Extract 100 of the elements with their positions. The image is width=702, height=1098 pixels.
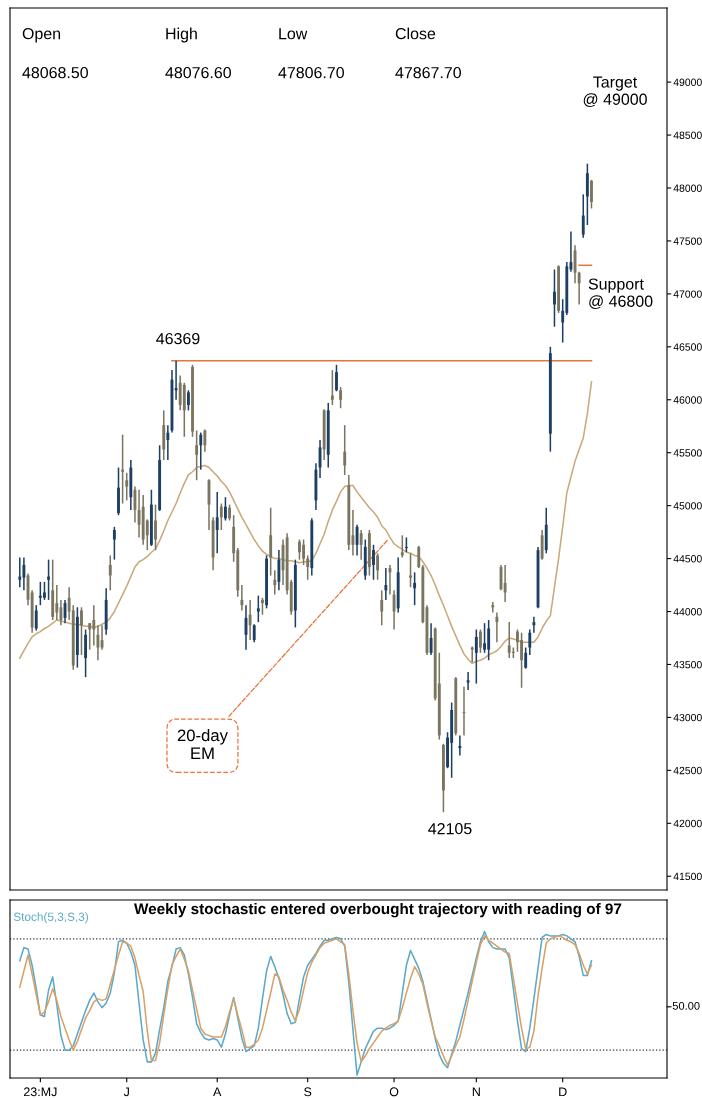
candlestick — [186, 389, 190, 412]
candlestick — [540, 529, 544, 561]
y-tick-label: 46000 — [673, 396, 702, 404]
y-tick-label: 42500 — [673, 766, 702, 775]
candlestick — [55, 584, 59, 621]
candlestick — [47, 558, 51, 601]
y-tick-label: 45000 — [673, 502, 702, 510]
candlestick — [306, 554, 310, 581]
candlestick — [359, 529, 363, 561]
candlestick — [273, 569, 277, 596]
candlestick — [585, 162, 589, 226]
y-tick-label: 48000 — [673, 184, 702, 192]
candlestick — [154, 503, 157, 551]
candlestick — [590, 179, 593, 210]
candlestick — [343, 424, 347, 476]
text: 20-day EM — [177, 729, 228, 760]
candlestick — [553, 268, 556, 328]
candlestick — [479, 628, 482, 654]
candlestick — [474, 628, 478, 685]
candlestick — [581, 193, 585, 239]
candlestick — [265, 554, 268, 610]
candlestick — [491, 601, 495, 614]
candlestick — [195, 429, 199, 482]
x-tick-label: D — [559, 1087, 567, 1097]
candlestick — [532, 616, 536, 634]
x-tick-label: S — [304, 1087, 312, 1097]
candlestick — [256, 594, 260, 623]
y-tick-label: 41500 — [673, 872, 702, 881]
annotation: Target @ 49000 — [583, 76, 647, 107]
x-tick-label: A — [213, 1087, 222, 1097]
candlestick — [108, 554, 112, 592]
y-tick-label: 45500 — [673, 449, 702, 457]
candlestick — [277, 549, 281, 592]
candlestick — [203, 428, 207, 453]
annotation: 48076.60 — [165, 66, 231, 79]
candlestick — [215, 491, 219, 555]
x-tick-label: O — [389, 1087, 399, 1097]
annotation: Open — [22, 27, 61, 43]
candlestick — [125, 472, 129, 502]
y-tick-label: 43500 — [673, 660, 702, 669]
candlestick — [112, 526, 116, 561]
candlestick — [380, 589, 384, 627]
candlestick — [458, 734, 462, 757]
y-tick-label: 49000 — [673, 78, 702, 86]
candlestick — [400, 534, 404, 559]
y-tick-label: 43000 — [673, 713, 702, 722]
candlestick — [470, 645, 474, 664]
candlestick — [335, 364, 338, 393]
annotation: 46369 — [156, 332, 200, 345]
candlestick — [376, 552, 380, 581]
candlestick — [503, 564, 507, 603]
line-series — [19, 380, 593, 665]
candlestick — [409, 552, 412, 588]
candlestick — [117, 466, 120, 516]
candlestick — [528, 628, 532, 656]
candlestick — [174, 359, 178, 401]
candlestick — [219, 502, 223, 531]
annotation: High — [166, 27, 197, 43]
candlestick — [429, 622, 433, 656]
candlestick — [330, 369, 334, 406]
candlestick — [80, 606, 83, 656]
candlestick — [191, 364, 194, 438]
candlestick — [38, 581, 42, 606]
x-tick-label: 23:MJ — [23, 1087, 57, 1097]
candlestick — [466, 671, 470, 691]
candlestick — [495, 611, 499, 644]
x-tick-label: N — [472, 1087, 480, 1097]
candlestick — [240, 584, 244, 612]
candlestick — [483, 622, 486, 654]
y-tick-label: 46500 — [673, 343, 702, 351]
candlestick — [577, 270, 581, 306]
candlestick — [22, 556, 26, 592]
annotation: Support @ 46800 — [588, 278, 653, 309]
candlestick — [261, 596, 264, 616]
annotation: 42105 — [428, 822, 472, 835]
annotation: Low — [279, 28, 308, 40]
y-tick-label: 42000 — [673, 819, 702, 828]
candlestick — [43, 581, 46, 601]
candlestick — [557, 264, 561, 314]
candlestick — [228, 503, 231, 522]
candlestick — [121, 433, 125, 505]
candlestick — [339, 386, 343, 410]
candlestick — [137, 488, 141, 539]
candlestick — [524, 646, 528, 670]
candlestick — [372, 544, 375, 581]
candlestick — [92, 604, 96, 647]
candlestick — [413, 571, 417, 606]
annotation: 47867.70 — [395, 66, 461, 79]
x-tick-label: J — [123, 1087, 129, 1097]
candlestick — [384, 567, 388, 601]
candlestick — [441, 743, 445, 813]
y-tick-label: 47000 — [673, 290, 702, 298]
annotation: Close — [395, 27, 436, 40]
candlestick — [520, 631, 524, 689]
candlestick — [178, 374, 182, 412]
annotation: 47806.70 — [278, 66, 344, 79]
y-tick-label: 47500 — [673, 237, 702, 245]
candlestick — [269, 506, 273, 577]
candlestick — [199, 431, 203, 471]
candlestick — [392, 589, 396, 631]
